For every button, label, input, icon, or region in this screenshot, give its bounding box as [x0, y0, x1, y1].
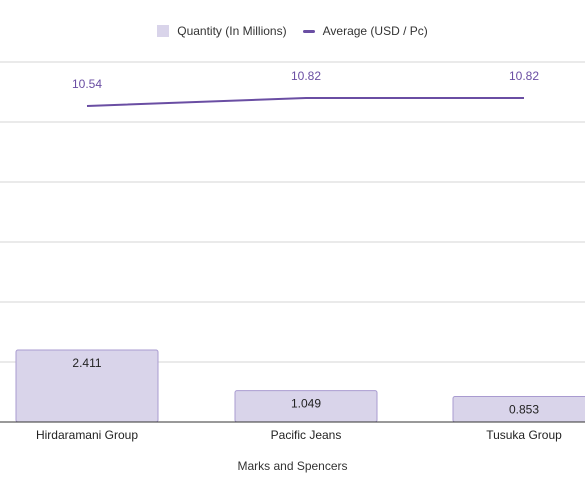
bar-data-label-2: 0.853	[509, 403, 539, 417]
bar-data-label-0: 2.411	[72, 356, 101, 370]
legend-label-quantity: Quantity (In Millions)	[177, 24, 287, 38]
x-axis-title: Marks and Spencers	[237, 459, 348, 473]
legend-label-average: Average (USD / Pc)	[322, 24, 428, 38]
legend-swatch-bar	[157, 25, 170, 37]
bar-data-label-1: 1.049	[291, 397, 321, 411]
legend-swatch-line	[302, 29, 315, 33]
chart-legend: Quantity (In Millions) Average (USD / Pc…	[0, 24, 585, 38]
line-data-label-1: 10.82	[291, 69, 321, 83]
line-data-label-2: 10.82	[509, 69, 539, 83]
legend-item-quantity[interactable]: Quantity (In Millions)	[157, 24, 287, 38]
x-tick-label-1: Pacific Jeans	[271, 428, 342, 442]
x-tick-label-0: Hirdaramani Group	[36, 428, 138, 442]
legend-item-average[interactable]: Average (USD / Pc)	[302, 24, 428, 38]
x-tick-label-2: Tusuka Group	[486, 428, 562, 442]
line-data-label-0: 10.54	[72, 77, 102, 91]
line-average	[86, 97, 524, 107]
